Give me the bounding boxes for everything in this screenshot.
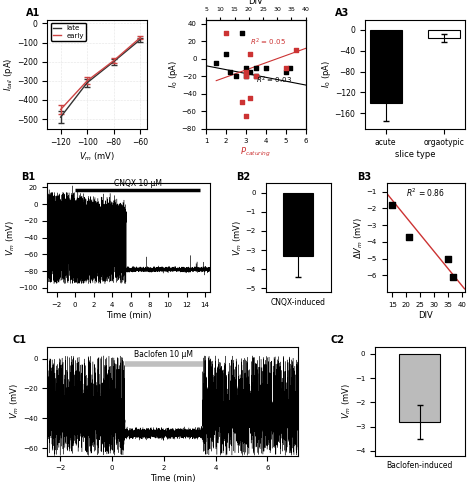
Point (262, 64, 270, 72)
Y-axis label: $V_m$ (mV): $V_m$ (mV) (4, 220, 17, 256)
X-axis label: slice type: slice type (395, 150, 435, 159)
Text: Baclofen 10 μM: Baclofen 10 μM (134, 350, 193, 359)
Point (286, 64, 293, 72)
X-axis label: $V_m$ (mV): $V_m$ (mV) (79, 150, 115, 163)
Text: B2: B2 (237, 172, 251, 182)
Bar (428, 30, 460, 38)
Point (242, 73, 250, 80)
Text: B3: B3 (357, 172, 371, 182)
X-axis label: Time (min): Time (min) (150, 474, 196, 483)
Bar (399, 354, 440, 422)
Y-axis label: $I_0$ (pA): $I_0$ (pA) (167, 60, 180, 88)
X-axis label: $P_{caturing}$: $P_{caturing}$ (240, 146, 272, 159)
X-axis label: CNQX-induced: CNQX-induced (271, 298, 326, 307)
Point (222, 29, 230, 37)
Text: B1: B1 (21, 172, 36, 182)
Legend: late, early: late, early (51, 23, 86, 41)
Text: $R^2$ = 0.86: $R^2$ = 0.86 (406, 186, 445, 198)
Point (238, 98, 246, 106)
Point (252, 73, 260, 80)
X-axis label: DIV: DIV (248, 0, 264, 6)
Point (388, 201, 396, 209)
Text: A2: A2 (186, 0, 201, 2)
Point (222, 50, 230, 58)
Point (242, 68, 250, 76)
Point (212, 59, 220, 67)
Text: C2: C2 (330, 335, 344, 345)
Text: C1: C1 (12, 335, 26, 345)
Y-axis label: $\Delta V_m$ (mV): $\Delta V_m$ (mV) (353, 217, 365, 259)
Point (242, 112, 250, 120)
Point (282, 64, 290, 72)
X-axis label: DIV: DIV (418, 311, 433, 319)
Point (246, 50, 254, 58)
Point (252, 64, 260, 72)
Point (444, 255, 452, 263)
Point (252, 73, 260, 80)
Point (405, 233, 413, 241)
X-axis label: Time (min): Time (min) (106, 311, 151, 319)
Point (292, 46, 300, 54)
Text: $R^2$ = 0.03: $R^2$ = 0.03 (256, 74, 292, 86)
Y-axis label: $V_m$ (mV): $V_m$ (mV) (341, 383, 354, 419)
Bar (283, 193, 313, 256)
Y-axis label: $I_{tail}$ (pA): $I_{tail}$ (pA) (2, 57, 15, 91)
Point (450, 273, 457, 281)
Point (238, 29, 246, 37)
Point (282, 68, 290, 76)
Y-axis label: $I_0$ (pA): $I_0$ (pA) (320, 60, 333, 88)
Point (246, 68, 254, 76)
Y-axis label: $V_m$ (mV): $V_m$ (mV) (9, 383, 21, 419)
Text: A3: A3 (336, 8, 350, 18)
Bar (370, 30, 402, 103)
X-axis label: Baclofen-induced: Baclofen-induced (386, 461, 453, 470)
Point (242, 73, 250, 80)
Point (232, 73, 240, 80)
Text: CNQX 10 μM: CNQX 10 μM (114, 179, 162, 189)
Text: A1: A1 (26, 8, 40, 18)
Point (246, 94, 254, 102)
Point (227, 68, 234, 76)
Y-axis label: $V_m$ (mV): $V_m$ (mV) (232, 220, 244, 256)
Point (242, 64, 250, 72)
Text: $R^2$ = 0.05: $R^2$ = 0.05 (250, 37, 286, 49)
